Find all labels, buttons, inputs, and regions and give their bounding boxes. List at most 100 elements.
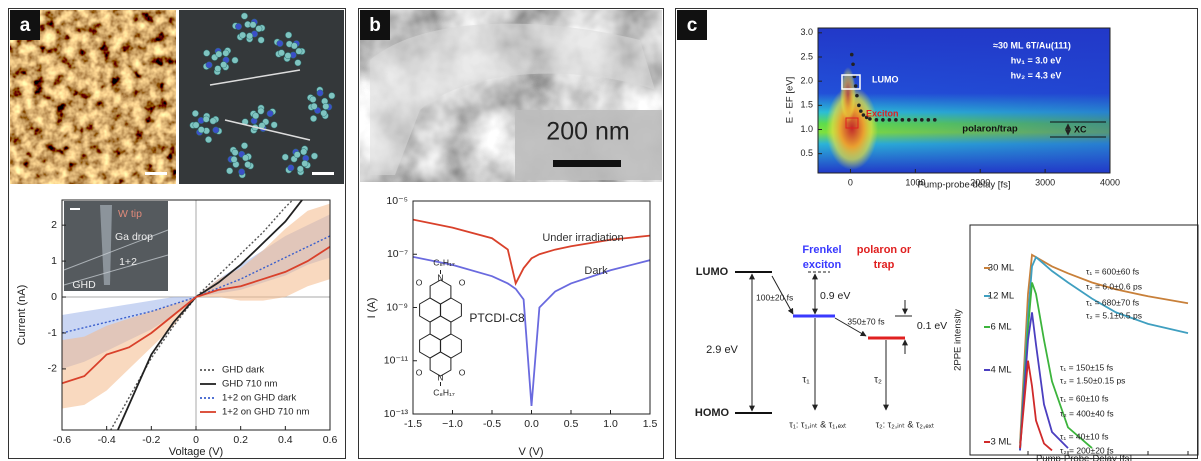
atom (316, 89, 324, 97)
point (920, 118, 924, 122)
atom (255, 25, 263, 33)
substituent: C₈H₁₇ (433, 387, 455, 397)
exciton-label: Frenkel (802, 244, 841, 256)
series-line (62, 245, 330, 385)
atom (205, 61, 213, 69)
point (933, 118, 937, 122)
legend-label: GHD 710 nm (222, 379, 278, 390)
lumo-box (841, 74, 861, 90)
point (868, 117, 872, 121)
y-tick-label: 1.0 (800, 124, 813, 134)
atom (235, 23, 242, 30)
lifetime-label: τ₁ = 600±60 fs (1086, 266, 1139, 276)
atom (246, 32, 254, 40)
point (849, 52, 854, 57)
lifetime-label: τ₂ = 5.1±0.5 ps (1086, 310, 1142, 320)
atom (214, 65, 222, 73)
scale-label: 200 nm (546, 118, 629, 146)
x-tick-label: -0.6 (53, 434, 71, 446)
x-tick-label: 0.5 (564, 418, 579, 430)
polaron-label: polaron or (857, 244, 912, 256)
x-tick-label: 0.4 (278, 434, 293, 446)
exciton-label: exciton (803, 259, 842, 271)
lifetime-label: τ₁ = 40±10 fs (1060, 431, 1108, 441)
model-line (209, 69, 301, 86)
series-label: 30 ML (988, 263, 1014, 274)
y-tick-label: 10⁻⁵ (386, 195, 408, 207)
series-line (1019, 360, 1053, 452)
plot-area (62, 200, 330, 430)
atom (202, 115, 210, 123)
series-label: Dark (584, 265, 608, 277)
atom (205, 136, 212, 144)
legend-label: GHD dark (222, 365, 264, 376)
plot-frame (412, 200, 651, 415)
atom (287, 164, 295, 172)
point (887, 118, 892, 122)
x-tick-label: 0 (848, 177, 853, 187)
scale-bar (145, 172, 167, 175)
x-tick-label: -1.5 (404, 418, 422, 430)
atom-label: N (437, 272, 443, 282)
exciton-box (845, 117, 859, 129)
annotation: XC (1074, 124, 1087, 134)
energy-label: 0.1 eV (917, 320, 947, 332)
annotation: Exciton (866, 108, 899, 118)
panel-frame (358, 8, 664, 459)
relax-arrow (771, 275, 794, 315)
y-tick-label: 3.0 (800, 27, 813, 37)
scale-bar (70, 208, 80, 210)
x-tick-label: 0.2 (233, 434, 248, 446)
atom-label: O (416, 367, 423, 377)
lifetime-label: τ₁ = 680±70 fs (1086, 297, 1139, 307)
atom (310, 102, 318, 110)
y-axis-label: 2PPE intensity (953, 309, 964, 371)
atom (231, 149, 239, 156)
atom (212, 126, 220, 134)
y-tick-label: 1 (51, 255, 57, 267)
x-tick-label: 1000 (905, 177, 925, 187)
x-tick-label: 0 (193, 434, 199, 446)
series-line (62, 235, 330, 334)
series-line (1019, 282, 1093, 451)
x-tick-label: 2000 (1178, 459, 1198, 461)
series-line (1019, 253, 1189, 444)
atom (293, 151, 301, 159)
heatmap-streak (840, 67, 856, 123)
atom (230, 155, 238, 163)
inset-label: Ga drop (115, 231, 153, 243)
series-line (116, 200, 304, 430)
point (853, 84, 858, 88)
plot-area (413, 218, 650, 407)
annotation: hν₂ = 4.3 eV (1011, 70, 1062, 80)
scale-bar (553, 160, 621, 167)
atom (300, 148, 308, 156)
relax-arrow (834, 317, 867, 337)
atom (191, 110, 199, 117)
point (874, 118, 879, 122)
inset-tip (100, 205, 112, 285)
tau-label: τ₂ (874, 375, 882, 386)
point (855, 93, 859, 98)
x-tick-label: 1000 (1098, 459, 1118, 461)
tau-label: τ₁ (802, 375, 810, 386)
atom (242, 154, 250, 162)
panel-label: c (687, 15, 698, 36)
substituent: C₈H₁₇ (433, 257, 455, 267)
inset-label: 1+2 (119, 256, 137, 268)
atom (266, 110, 274, 118)
sem-flake (370, 23, 655, 175)
panel-label-box (360, 10, 390, 40)
atom (215, 50, 223, 58)
y-tick-label: -1 (48, 327, 57, 339)
scale-bar (312, 172, 334, 175)
x-axis-label: V (V) (518, 446, 543, 458)
atom (209, 117, 217, 125)
plot-area (849, 52, 937, 122)
polaron-label: trap (874, 259, 895, 271)
point (857, 103, 861, 108)
point (926, 118, 931, 122)
atom (270, 121, 278, 129)
inset-label: GHD (72, 279, 96, 291)
